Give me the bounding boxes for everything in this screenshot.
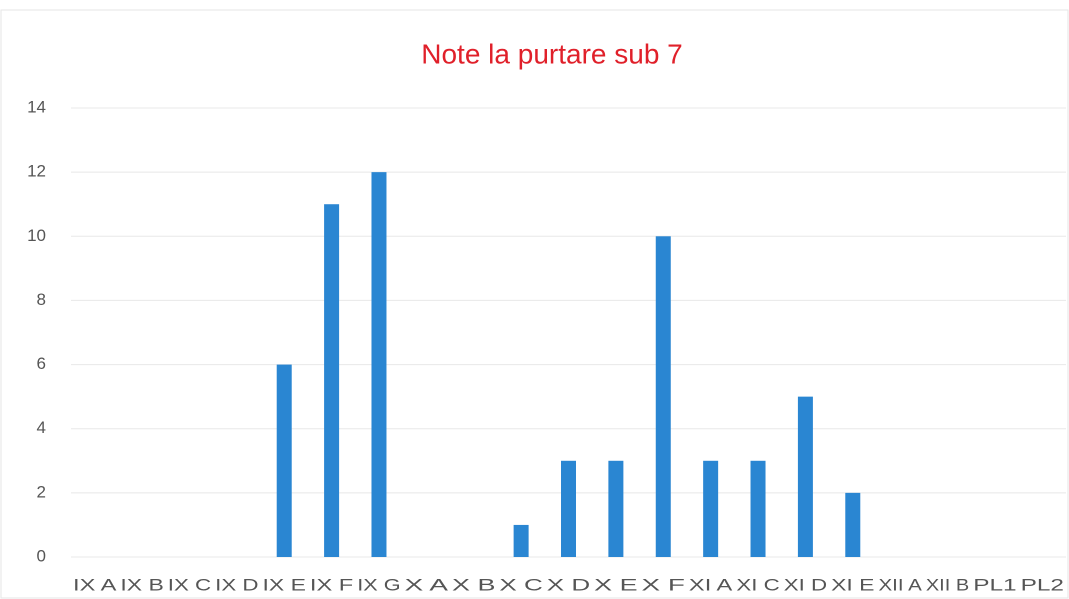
bar (655, 236, 671, 558)
y-tick-label: 12 (27, 162, 46, 181)
x-tick-label: X D (547, 575, 590, 594)
bar (276, 364, 292, 557)
bar (371, 172, 387, 557)
x-tick-label: X B (452, 575, 495, 594)
x-tick-label: X C (499, 575, 542, 594)
x-tick-label: IX C (168, 575, 211, 594)
x-tick-label: IX A (73, 575, 117, 594)
bar (703, 460, 719, 557)
y-tick-label: 0 (37, 546, 46, 565)
x-tick-label: XI E (831, 575, 874, 594)
x-tick-label: PL1 (973, 575, 1016, 594)
x-tick-label: X A (405, 575, 449, 594)
y-tick-label: 6 (37, 354, 46, 373)
x-tick-label: XII A (878, 575, 922, 594)
y-tick-label: 4 (37, 418, 46, 437)
y-tick-label: 14 (27, 97, 46, 116)
y-tick-label: 8 (37, 290, 46, 309)
x-tick-label: XI A (689, 575, 733, 594)
x-tick-label: X F (642, 575, 685, 594)
y-tick-label: 10 (27, 226, 46, 245)
x-tick-label: IX F (310, 575, 353, 594)
x-tick-label: IX G (357, 575, 400, 594)
x-tick-label: XI D (784, 575, 827, 594)
bar (750, 460, 766, 557)
x-tick-label: XI C (736, 575, 779, 594)
chart-title: Note la purtare sub 7 (421, 38, 683, 69)
bar (608, 460, 624, 557)
x-tick-label: IX E (263, 575, 306, 594)
bar (513, 524, 529, 557)
x-tick-label: X E (594, 575, 637, 594)
bar (845, 492, 861, 557)
bar (324, 204, 340, 557)
bar (797, 396, 813, 557)
x-tick-label: XII B (926, 575, 969, 594)
x-tick-label: IX D (215, 575, 258, 594)
bar (561, 460, 576, 557)
x-tick-label: PL2 (1021, 575, 1064, 594)
x-tick-label: IX B (120, 575, 163, 594)
y-tick-label: 2 (37, 482, 46, 501)
chart-border (0, 9, 1069, 599)
